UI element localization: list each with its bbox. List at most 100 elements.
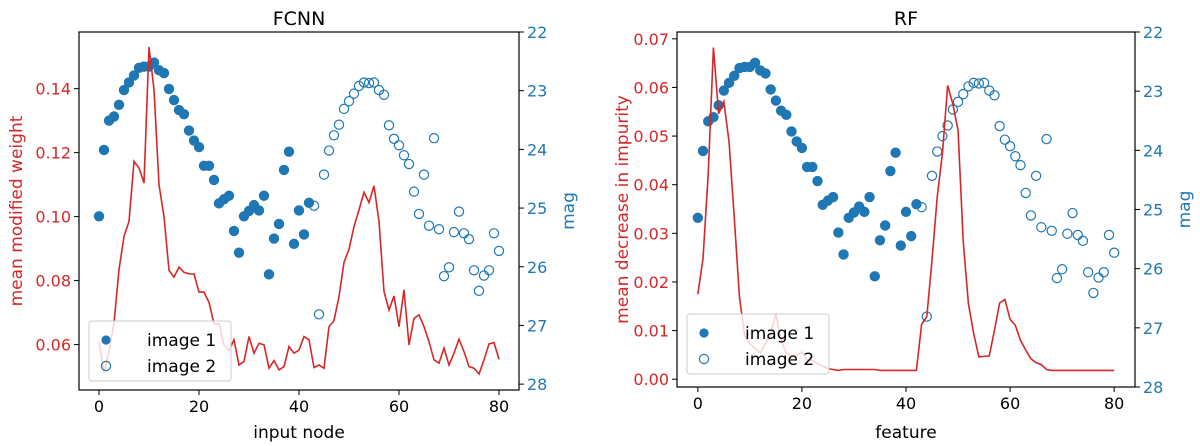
point-image-1 xyxy=(118,84,130,96)
point-image-1 xyxy=(895,240,906,251)
point-image-2 xyxy=(916,201,927,213)
point-image-1 xyxy=(273,218,285,230)
weight-line xyxy=(98,46,500,376)
point-image-2 xyxy=(1093,272,1104,283)
point-image-2 xyxy=(358,77,370,88)
point-image-2 xyxy=(323,145,335,156)
point-image-1 xyxy=(906,230,917,242)
point-image-2 xyxy=(378,89,390,100)
legend-marker-image-2 xyxy=(698,353,710,365)
x-tick-label: 20 xyxy=(189,397,209,416)
point-image-1 xyxy=(203,160,215,172)
point-image-1 xyxy=(807,161,818,173)
point-image-1 xyxy=(749,57,761,68)
point-image-2 xyxy=(968,77,979,89)
legend-marker-image-1 xyxy=(101,335,111,345)
point-image-1 xyxy=(838,249,849,260)
y2-tick-label: 23 xyxy=(1143,82,1163,101)
point-image-1 xyxy=(812,175,823,187)
point-image-2 xyxy=(448,226,460,238)
point-image-2 xyxy=(398,150,410,161)
point-image-2 xyxy=(926,170,938,181)
point-image-2 xyxy=(363,77,375,89)
point-image-1 xyxy=(293,205,305,216)
point-image-1 xyxy=(692,212,704,223)
legend-label: image 2 xyxy=(745,350,814,370)
x-tick-label: 60 xyxy=(1000,394,1020,413)
x-tick-label: 0 xyxy=(693,394,703,413)
point-image-1 xyxy=(288,238,300,250)
point-image-1 xyxy=(900,206,912,218)
point-image-2 xyxy=(1103,229,1115,241)
point-image-1 xyxy=(911,198,922,210)
point-image-2 xyxy=(1108,247,1120,258)
point-image-2 xyxy=(423,220,435,231)
y-tick-label: 0.05 xyxy=(633,127,669,146)
point-image-1 xyxy=(183,125,195,136)
y2-tick-label: 27 xyxy=(1143,319,1163,338)
chart-fcnn: FCNN 0 20 40 60 80 input node 0.06 0.08 0.10 0.12 0… xyxy=(7,8,579,443)
legend: image 1 image 2 xyxy=(88,320,232,382)
point-image-1 xyxy=(833,227,844,238)
legend-box xyxy=(686,313,830,375)
point-image-2 xyxy=(338,103,350,115)
x-tick-label: 40 xyxy=(289,397,309,416)
point-image-1 xyxy=(890,147,901,158)
y2-tick-label: 25 xyxy=(1143,201,1163,220)
point-image-2 xyxy=(1098,267,1109,278)
point-image-1 xyxy=(253,205,265,216)
x-tick-label: 80 xyxy=(489,397,509,416)
point-image-2 xyxy=(393,140,405,151)
x-tick-label: 80 xyxy=(1104,394,1124,413)
point-image-1 xyxy=(178,108,190,120)
point-image-2 xyxy=(408,186,420,197)
y-tick-label: 0.06 xyxy=(633,78,669,97)
point-image-1 xyxy=(864,191,875,203)
point-image-2 xyxy=(958,88,969,100)
point-image-1 xyxy=(193,141,205,153)
point-image-2 xyxy=(937,130,948,142)
point-image-1 xyxy=(223,190,235,201)
point-image-2 xyxy=(428,133,440,144)
point-image-2 xyxy=(488,228,500,239)
point-image-1 xyxy=(168,94,180,106)
point-image-2 xyxy=(1077,235,1089,247)
y-tick-label: 0.14 xyxy=(35,80,71,99)
point-image-2 xyxy=(383,120,395,131)
point-image-2 xyxy=(999,134,1011,145)
point-image-1 xyxy=(113,99,125,110)
point-image-2 xyxy=(1088,287,1099,299)
point-image-1 xyxy=(786,126,797,137)
y-tick-label: 0.01 xyxy=(633,322,669,341)
x-tick-label: 0 xyxy=(94,397,104,416)
y2-tick-label: 28 xyxy=(1143,378,1163,397)
point-image-1 xyxy=(718,85,730,96)
y-axis-label: mean decrease in impurity xyxy=(613,95,633,324)
y2-tick-label: 24 xyxy=(1143,141,1163,160)
x-tick-label: 20 xyxy=(792,394,812,413)
y2-tick-label: 26 xyxy=(527,258,547,277)
legend-marker-image-2 xyxy=(100,360,112,372)
chart-title: FCNN xyxy=(273,8,326,30)
y2-tick-label: 26 xyxy=(1143,260,1163,279)
point-image-2 xyxy=(463,233,475,245)
point-image-2 xyxy=(403,158,415,170)
point-image-1 xyxy=(765,84,776,95)
point-image-2 xyxy=(473,285,485,297)
point-image-2 xyxy=(1062,228,1073,239)
point-image-1 xyxy=(874,235,886,246)
x-tick-label: 40 xyxy=(896,394,916,413)
point-image-1 xyxy=(770,95,782,106)
x-axis-label: feature xyxy=(875,423,936,442)
point-image-1 xyxy=(729,70,740,81)
point-image-2 xyxy=(313,309,325,320)
point-image-1 xyxy=(885,165,896,177)
y-tick-label: 0.00 xyxy=(633,370,669,389)
point-image-1 xyxy=(98,144,110,156)
point-image-2 xyxy=(942,120,953,131)
point-image-1 xyxy=(228,225,240,237)
point-image-2 xyxy=(348,88,360,99)
point-image-1 xyxy=(283,146,295,157)
point-image-1 xyxy=(93,211,105,222)
point-image-2 xyxy=(1004,140,1016,152)
